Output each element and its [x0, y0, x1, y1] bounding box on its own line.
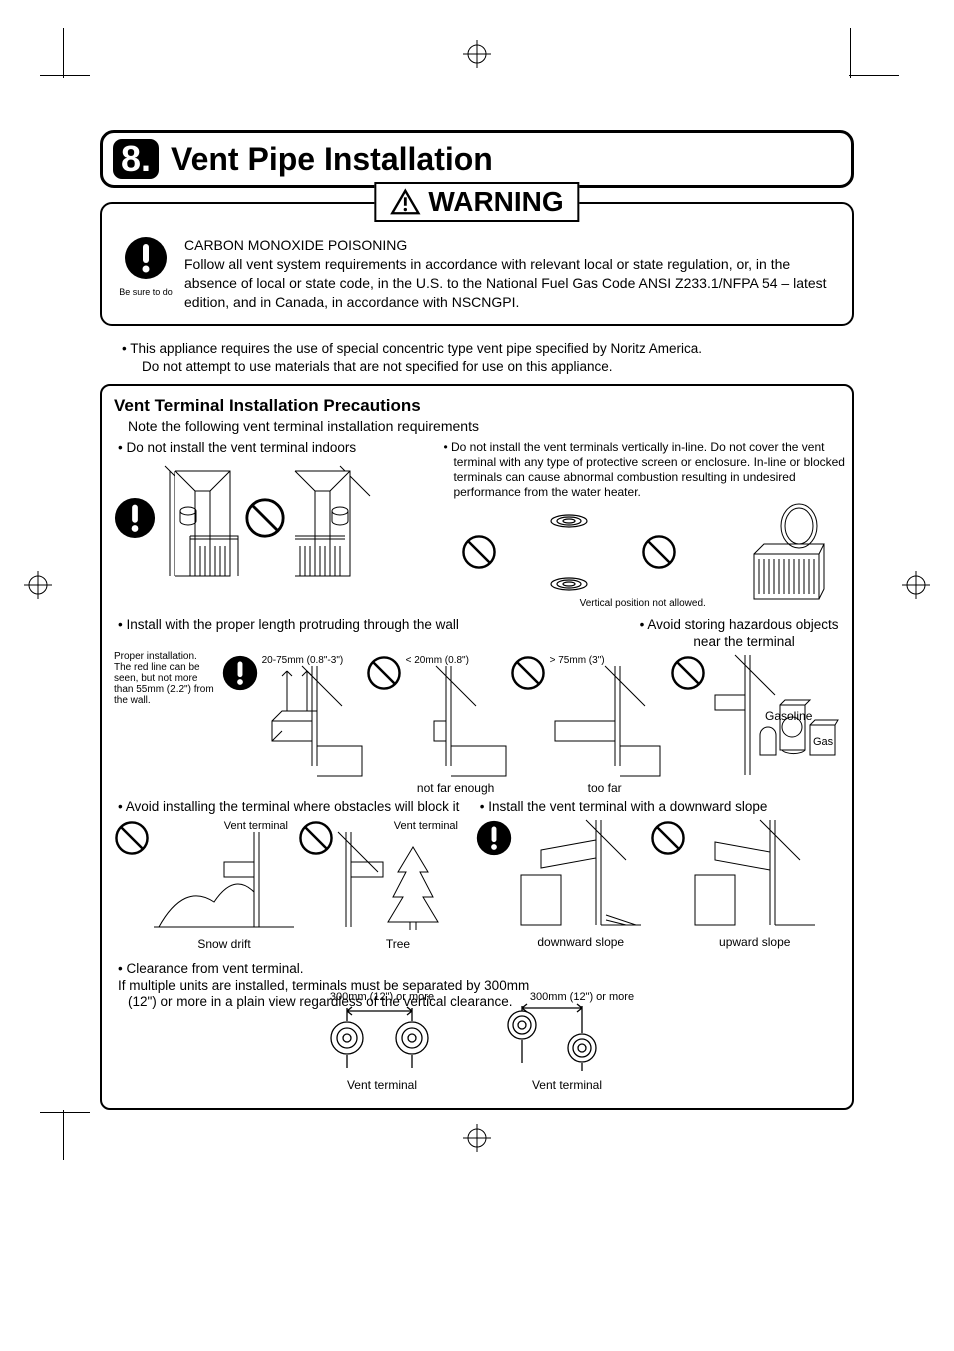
- length-long-label: > 75mm (3"): [550, 655, 660, 666]
- crop-mark: [40, 52, 90, 76]
- gasoline-label: Gasoline: [765, 709, 813, 723]
- prohibit-icon: [366, 655, 402, 696]
- hazard-diagram: Gasoline Gas: [710, 655, 840, 785]
- upward-slope-diagram: [690, 820, 820, 930]
- prohibit-icon: [244, 497, 286, 544]
- exclamation-icon: [476, 820, 512, 861]
- proper-install-note: Proper installation. The red line can be…: [114, 651, 216, 706]
- prohibit-icon: [510, 655, 546, 696]
- clearance-label: 300mm (12") or more: [487, 991, 647, 1003]
- screen-enclosure-diagram: [724, 504, 824, 604]
- clearance-label: 300mm (12") or more: [307, 991, 457, 1003]
- warning-label: WARNING: [374, 182, 579, 222]
- hazardous-text: Avoid storing hazardous objects near the…: [628, 617, 846, 651]
- warning-heading: CARBON MONOXIDE POISONING: [184, 236, 836, 255]
- wall-outdoor-diagram: [160, 461, 240, 581]
- registration-mark-icon: [902, 571, 930, 599]
- warning-text: CARBON MONOXIDE POISONING Follow all ven…: [184, 236, 836, 312]
- wall-indoor-diagram: [290, 461, 380, 581]
- prohibit-icon: [670, 655, 706, 696]
- clearance-front-diagram: [307, 1003, 457, 1073]
- section-number: 8.: [113, 139, 159, 179]
- page: 8. Vent Pipe Installation WARNING Be sur…: [0, 0, 954, 1170]
- length-short-label: < 20mm (0.8"): [406, 655, 506, 666]
- long-length-diagram: [550, 666, 660, 776]
- crop-mark: [40, 1112, 90, 1136]
- length-proper-label: 20-75mm (0.8"-3"): [262, 655, 362, 666]
- warning-label-text: WARNING: [428, 186, 563, 218]
- not-far-label: not far enough: [406, 781, 506, 795]
- vent-terminal-label: Vent terminal: [307, 1078, 457, 1092]
- down-slope-label: downward slope: [516, 935, 646, 949]
- proper-length-text: Install with the proper length protrudin…: [114, 617, 622, 634]
- prohibit-icon: [114, 820, 150, 861]
- clearance-side-diagram: [487, 1003, 647, 1073]
- obstacles-text: Avoid installing the terminal where obst…: [114, 799, 470, 816]
- prohibit-icon: [650, 820, 686, 861]
- warning-body-text: Follow all vent system requirements in a…: [184, 255, 836, 312]
- no-indoors-text: Do not install the vent terminal indoors: [114, 440, 433, 457]
- too-far-label: too far: [550, 781, 660, 795]
- vent-terminal-label: Vent terminal: [487, 1078, 647, 1092]
- prohibit-icon: [641, 534, 677, 575]
- vent-terminal-label: Vent terminal: [154, 820, 288, 832]
- tree-diagram: [338, 832, 458, 932]
- registration-mark-icon: [463, 1124, 491, 1152]
- be-sure-label: Be sure to do: [118, 287, 174, 297]
- exclamation-icon: [114, 497, 156, 544]
- downward-slope-diagram: [516, 820, 646, 930]
- warning-box: WARNING Be sure to do CARBON MONOXIDE PO…: [100, 202, 854, 326]
- snow-diagram: [154, 832, 294, 932]
- exclamation-icon: [222, 655, 258, 696]
- downward-slope-text: Install the vent terminal with a downwar…: [476, 799, 846, 816]
- vent-terminal-label: Vent terminal: [338, 820, 458, 832]
- section-title: Vent Pipe Installation: [171, 141, 493, 178]
- vertical-terminals-diagram: [544, 509, 594, 599]
- no-vertical-text: Do not install the vent terminals vertic…: [439, 440, 846, 500]
- gas-label: Gas: [813, 736, 834, 748]
- precautions-box: Vent Terminal Installation Precautions N…: [100, 384, 854, 1110]
- precautions-subtitle: Note the following vent terminal install…: [128, 418, 840, 434]
- up-slope-label: upward slope: [690, 935, 820, 949]
- tree-label: Tree: [338, 937, 458, 951]
- prohibit-icon: [298, 820, 334, 861]
- warning-triangle-icon: [390, 188, 420, 216]
- section-header: 8. Vent Pipe Installation: [100, 130, 854, 188]
- exclamation-icon: Be sure to do: [118, 236, 174, 297]
- precautions-title: Vent Terminal Installation Precautions: [114, 396, 840, 416]
- registration-mark-icon: [463, 40, 491, 68]
- proper-length-diagram: [262, 666, 362, 776]
- short-length-diagram: [406, 666, 506, 776]
- snow-label: Snow drift: [154, 937, 294, 951]
- note-line2: Do not attempt to use materials that are…: [132, 359, 613, 374]
- appliance-note: This appliance requires the use of speci…: [120, 336, 854, 384]
- prohibit-icon: [461, 534, 497, 575]
- warning-body: Be sure to do CARBON MONOXIDE POISONING …: [118, 236, 836, 312]
- registration-mark-icon: [24, 571, 52, 599]
- row-indoors-vertical: Do not install the vent terminal indoors: [114, 440, 840, 609]
- crop-mark: [849, 52, 899, 76]
- note-line1: This appliance requires the use of speci…: [130, 341, 702, 356]
